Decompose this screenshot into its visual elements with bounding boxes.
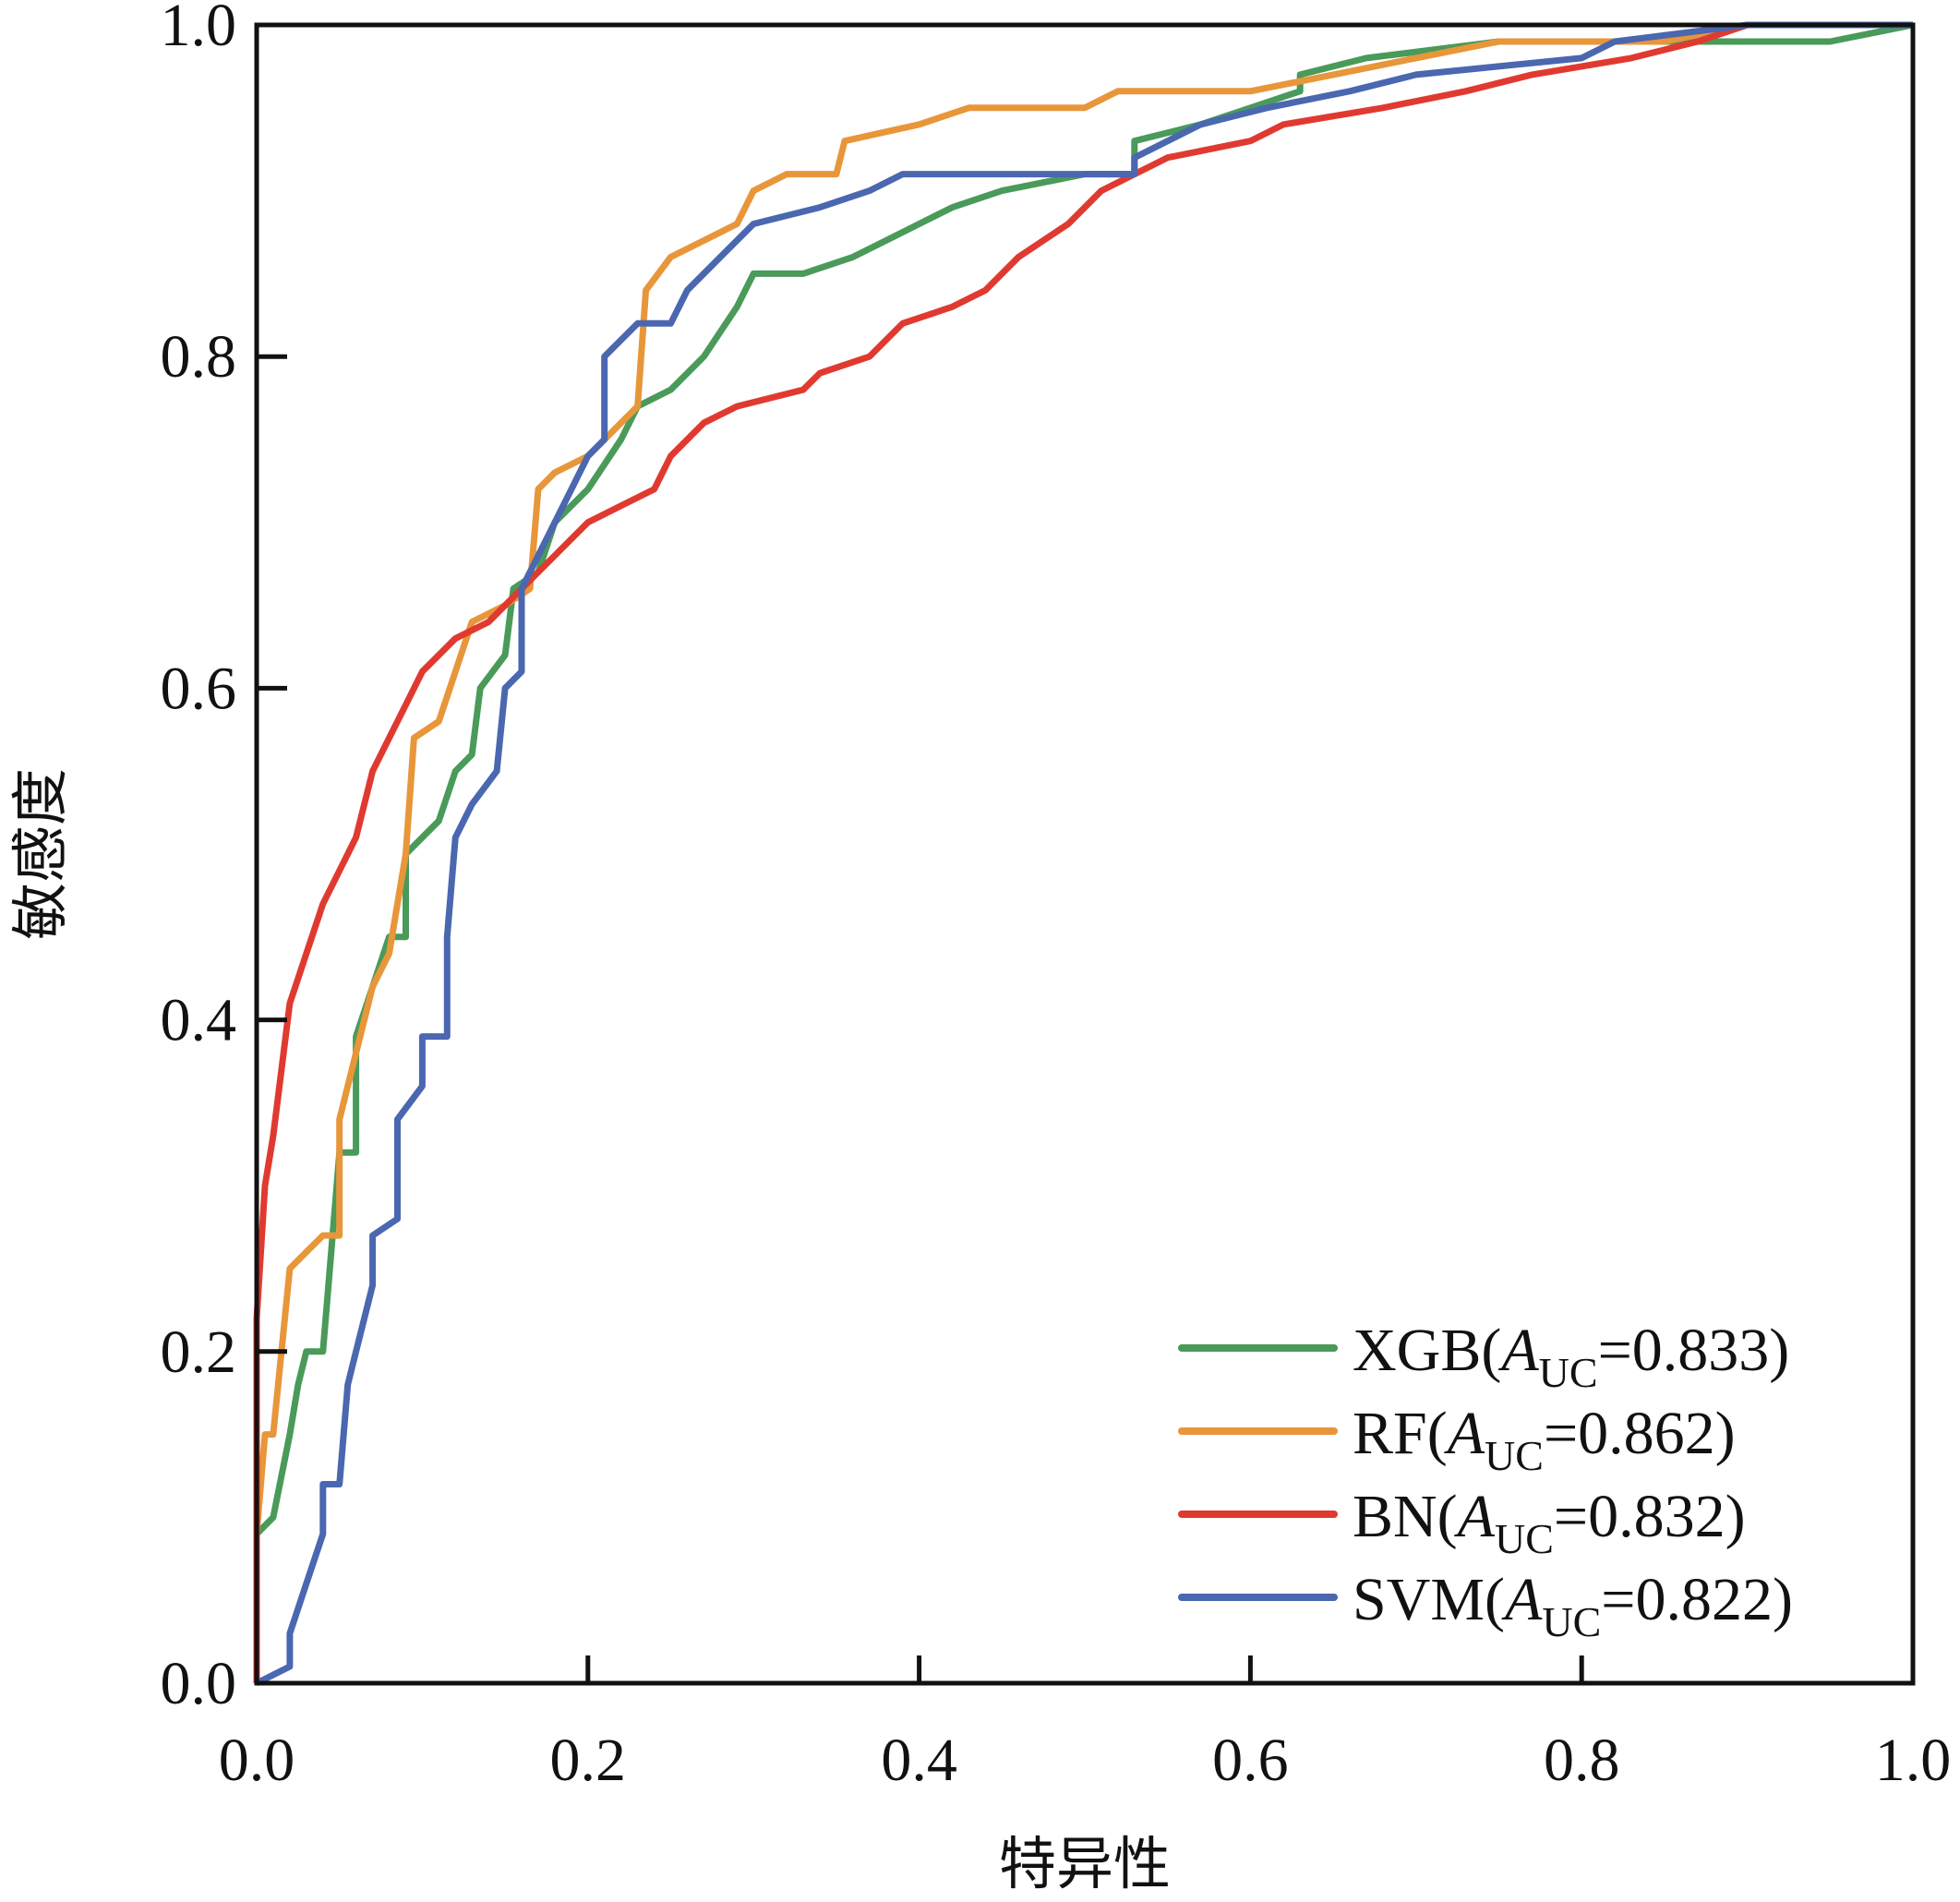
y-axis-title: 敏感度 <box>6 768 74 940</box>
series-line-xgb <box>253 21 1914 1683</box>
legend-label-svm: SVM(AUC=0.822) <box>1353 1566 1793 1645</box>
x-tick-label: 0.8 <box>1544 1727 1620 1794</box>
y-tick-label: 0.0 <box>161 1650 237 1717</box>
series-line-svm <box>255 21 1913 1687</box>
x-tick-label: 0.4 <box>881 1727 957 1794</box>
series-layer <box>253 21 1914 1687</box>
x-axis: 0.0 0.2 0.4 0.6 0.8 1.0 <box>219 1655 1952 1794</box>
series-line-bn <box>253 21 1913 1683</box>
y-tick-label: 0.8 <box>161 323 237 391</box>
plot-frame <box>254 22 1916 1686</box>
legend: XGB(AUC=0.833)RF(AUC=0.862)BN(AUC=0.832)… <box>1178 1317 1793 1645</box>
y-tick-label: 0.4 <box>161 987 237 1054</box>
x-axis-title: 特异性 <box>999 1830 1171 1897</box>
legend-label-bn: BN(AUC=0.832) <box>1353 1483 1746 1562</box>
y-tick-label: 0.2 <box>161 1318 237 1386</box>
y-tick-label: 1.0 <box>161 0 237 59</box>
y-tick-label: 0.6 <box>161 655 237 722</box>
x-tick-label: 0.2 <box>550 1727 627 1794</box>
x-tick-label: 0.0 <box>219 1727 295 1794</box>
legend-label-xgb: XGB(AUC=0.833) <box>1353 1317 1789 1396</box>
legend-label-rf: RF(AUC=0.862) <box>1353 1400 1736 1479</box>
x-tick-label: 1.0 <box>1875 1727 1952 1794</box>
series-line-rf <box>253 21 1913 1683</box>
y-axis: 0.0 0.2 0.4 0.6 0.8 1.0 <box>161 0 287 1717</box>
x-tick-label: 0.6 <box>1212 1727 1289 1794</box>
